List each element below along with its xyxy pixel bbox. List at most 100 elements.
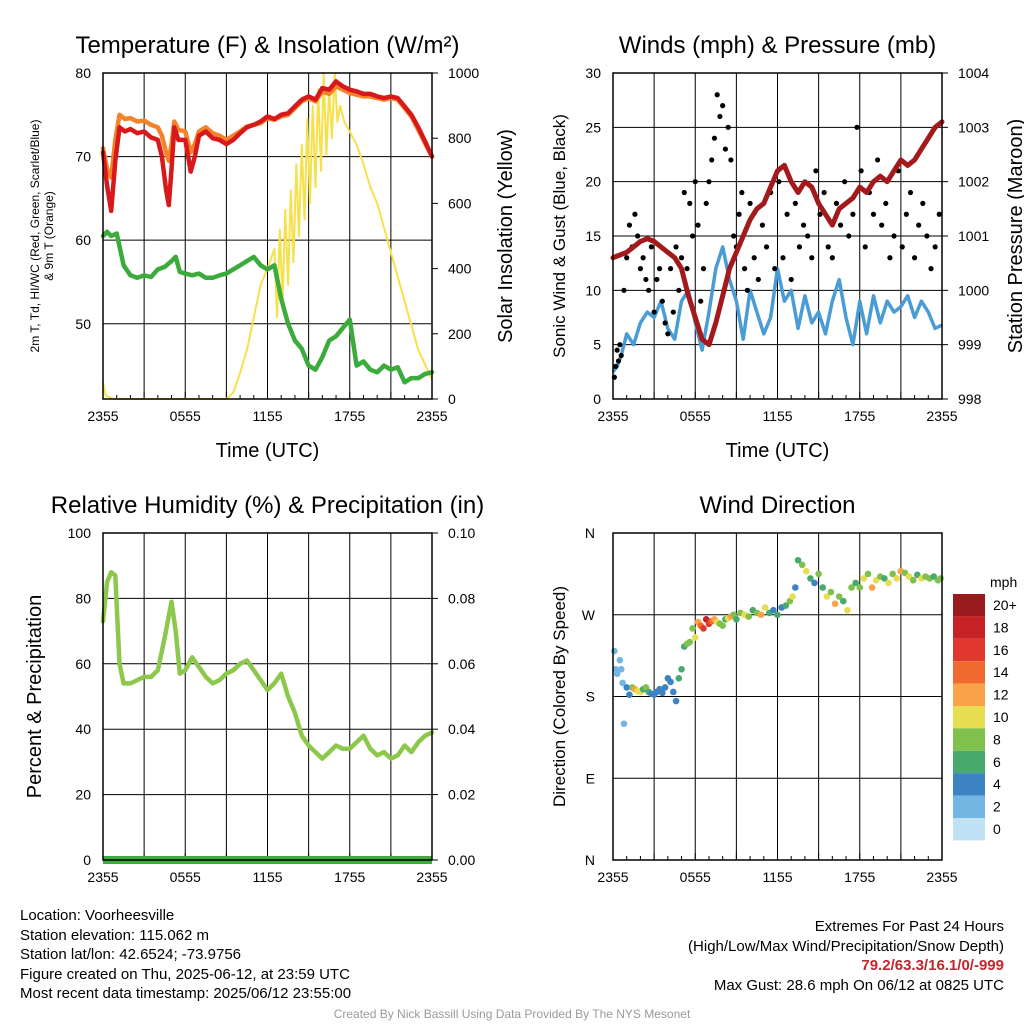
gust-point [651,309,657,315]
y-tick-label: 25 [585,119,601,135]
y-tick-label: W [582,607,596,623]
colorbar-swatch [953,750,985,774]
gust-point [659,298,665,304]
direction-point [844,606,851,614]
y-right-tick-label: 1001 [958,228,989,244]
plot-frame [102,72,433,400]
colorbar-swatch [953,683,985,706]
y-right-axis-title: Station Pressure (Maroon) [1005,119,1024,354]
y-axis-title-line: 2m T, Td, HI/WC (Red, Green, Scarlet/Blu… [28,120,42,353]
colorbar-swatch [953,638,985,662]
chart-title: Wind Direction [699,492,855,519]
direction-point [811,579,818,587]
gust-point [742,266,748,272]
y-right-tick-label: 1000 [448,65,479,81]
gust-point [854,124,860,130]
gust-point [772,266,778,272]
gust-point [805,233,811,239]
direction-point [675,675,683,682]
colorbar-label: 16 [993,642,1009,658]
x-tick-label: 0555 [680,408,711,424]
direction-point [792,584,799,591]
colorbar-swatch [953,728,985,751]
latlon-text: Station lat/lon: 42.6524; -73.9756 [20,946,242,963]
temperature-panel: Temperature (F) & Insolation (W/m²)2355 0… [28,32,517,462]
direction-point [733,615,740,623]
direction-point [661,684,669,691]
y-tick-label: 60 [75,656,91,672]
gust-point [676,287,682,293]
gust-point [780,255,786,261]
y-right-tick-label: 1004 [958,65,989,81]
direction-point [678,665,685,673]
direction-point [798,561,806,569]
x-tick-label: 1755 [334,408,365,424]
direction-point [700,625,707,632]
gust-point [700,266,707,272]
y-axis-title: 2m T, Td, HI/WC (Red, Green, Scarlet/Blu… [28,120,56,353]
direction-point [611,647,618,655]
created-text: Figure created on Thu, 2025-06-12, at 23… [20,965,350,983]
gust-point [720,103,726,109]
direction-point [689,625,696,632]
x-tick-label: 1155 [252,408,282,424]
gust-point [813,168,819,174]
direction-point [815,570,822,578]
y-axis-title-line: & 9m T (Orange) [42,191,56,281]
dewpoint-line [100,229,435,385]
y-right-tick-label: 0.04 [448,721,475,737]
direction-point [745,613,753,620]
y-right-tick-label: 200 [448,326,472,342]
y-axis-title: Percent & Precipitation [24,595,46,798]
gust-point [648,244,654,250]
y-right-tick-label: 0.06 [448,656,475,672]
y-tick-label: 80 [75,65,91,81]
gust-point [792,200,798,206]
colorbar-swatch [953,616,985,639]
station-info: Location: Voorheesville Station elevatio… [20,906,351,1004]
y-tick-label: 15 [585,228,601,244]
y-right-tick-label: 999 [958,337,982,353]
colorbar-label: 12 [993,687,1009,703]
gust-point [755,276,761,283]
y-tick-label: 20 [585,174,601,190]
gust-point [920,200,926,206]
chart-title: Temperature (F) & Insolation (W/m²) [75,32,459,59]
direction-point [819,584,827,591]
gust-point [759,222,766,228]
gust-point [903,211,909,217]
gust-point [911,255,918,261]
extremes-values: 79.2/63.3/16.1/0/-999 [861,957,1004,974]
x-tick-label: 2355 [597,869,628,885]
gust-point [725,124,731,130]
colorbar-swatch [953,773,985,796]
direction-point [672,697,680,705]
gust-point [842,179,848,185]
gust-point [722,146,729,152]
plot-frame [612,532,943,861]
elevation-text: Station elevation: 115.062 m [20,926,210,944]
gust-point [692,179,698,185]
gust-point [887,255,893,261]
direction-point [835,593,843,600]
gust-point [809,255,815,261]
gust-point [624,255,630,261]
gust-point [870,211,877,217]
y-right-tick-label: 0.10 [448,525,475,541]
direction-point [909,576,917,584]
direction-point [782,602,790,609]
direction-point [893,575,901,582]
colorbar-label: 10 [993,709,1009,725]
y-tick-label: 100 [68,525,92,541]
gust-point [637,266,644,272]
direction-point [856,584,864,591]
chart-title: Relative Humidity (%) & Precipitation (i… [51,492,484,519]
gust-point [736,211,742,217]
gust-point [681,189,687,196]
colorbar-label: 20+ [993,597,1017,613]
y-tick-label: 20 [75,787,91,803]
x-tick-label: 1155 [252,869,282,885]
recent-data-text: Most recent data timestamp: 2025/06/12 2… [20,985,352,1002]
gust-point [744,287,750,293]
